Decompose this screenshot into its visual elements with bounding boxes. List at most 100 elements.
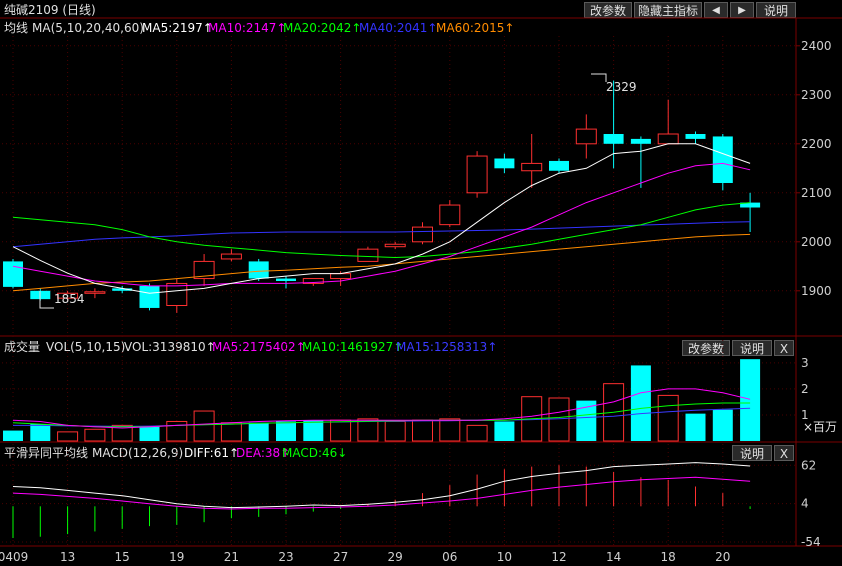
ma5-legend: MA5:2197↑ — [142, 21, 213, 35]
volume-ma10-line — [12, 402, 751, 428]
candle-body-down — [139, 285, 160, 308]
x-axis-label: 18 — [661, 550, 676, 564]
x-axis-label: 29 — [388, 550, 403, 564]
price-tick-label: 2100 — [801, 186, 832, 200]
x-axis-label: 12 — [551, 550, 566, 564]
volume-bar-down — [576, 400, 597, 441]
ma10-legend: MA10:2147↑ — [208, 21, 287, 35]
candle-body-down — [494, 158, 515, 169]
macd-tick-label: 62 — [801, 458, 816, 472]
volume-bar-down — [494, 421, 515, 441]
volume-bar-up — [57, 431, 79, 442]
volume-bar-up — [384, 420, 406, 442]
volume-bar-down — [740, 359, 761, 441]
volume-adjust-params-button[interactable]: 改参数 — [682, 340, 730, 356]
macd-tick-label: -54 — [801, 535, 821, 549]
macd-hist-legend: MACD:46↓ — [282, 446, 348, 460]
candle-body-down — [603, 134, 624, 144]
candle-body-up — [330, 273, 352, 280]
ma40-line — [12, 221, 751, 248]
macd-diff-line — [12, 462, 751, 509]
macd-legend-params: MACD(12,26,9) — [92, 446, 184, 460]
volume-close-button[interactable]: X — [774, 340, 794, 356]
ma60-line — [12, 233, 751, 292]
candle-body-up — [220, 253, 242, 260]
x-axis-label: 27 — [333, 550, 348, 564]
candle-body-down — [112, 288, 133, 291]
volume-bar-down — [303, 420, 324, 441]
volume-unit-label: ×百万 — [803, 420, 837, 434]
macd-help-button[interactable]: 说明 — [732, 445, 772, 461]
macd-diff-legend: DIFF:61↑ — [184, 446, 240, 460]
volume-bar-down — [712, 409, 733, 441]
candle-body-down — [712, 136, 733, 183]
candle-body-up — [575, 128, 597, 145]
price-tick-label: 2400 — [801, 39, 832, 53]
volume-bar-up — [657, 394, 679, 442]
volume-tick-label: 2 — [801, 382, 809, 396]
volume-bars — [3, 359, 761, 442]
volume-bar-down — [30, 424, 51, 441]
candle-body-up — [412, 226, 433, 243]
volume-bar-up — [439, 418, 461, 442]
candle-body-up — [521, 162, 543, 172]
volume-legend-params: VOL(5,10,15) — [46, 340, 126, 354]
volume-legend-prefix: 成交量 — [4, 340, 41, 354]
candle-body-down — [740, 202, 761, 208]
macd-histogram — [12, 462, 751, 539]
ma10-line — [12, 162, 751, 287]
candle-body-up — [384, 243, 406, 248]
x-axis-label: 23 — [278, 550, 293, 564]
price-tick-label: 2300 — [801, 88, 832, 102]
x-axis-label: 21 — [224, 550, 239, 564]
ma40-legend: MA40:2041↑ — [359, 21, 438, 35]
candle-body-up — [302, 278, 324, 284]
volume-bar-up — [330, 419, 352, 442]
candle-body-down — [549, 160, 569, 171]
high-price-leader-line — [591, 73, 607, 82]
volume-bar-up — [111, 424, 133, 442]
low-price-annotation: 1854 — [54, 292, 85, 306]
volume-bar-up — [412, 419, 433, 442]
volume-bar-up — [357, 418, 379, 442]
x-axis-label: 0409 — [0, 550, 28, 564]
x-axis-label: 20 — [715, 550, 730, 564]
price-tick-label: 1900 — [801, 284, 832, 298]
volume-ma5-line — [12, 388, 751, 429]
vol-ma15-legend: MA15:1258313↑ — [396, 340, 498, 354]
low-price-leader-line — [39, 291, 54, 309]
ma60-legend: MA60:2015↑ — [436, 21, 515, 35]
macd-legend-prefix: 平滑异同平均线 — [4, 446, 89, 460]
candle-body-up — [466, 155, 488, 194]
vol-value-legend: VOL:3139810↑ — [124, 340, 216, 354]
macd-dea-line — [12, 476, 751, 510]
volume-help-button[interactable]: 说明 — [732, 340, 772, 356]
volume-bar-up — [193, 410, 215, 442]
x-axis-label: 19 — [169, 550, 184, 564]
volume-bar-down — [248, 422, 269, 441]
candle-body-down — [630, 138, 651, 144]
price-tick-label: 2200 — [801, 137, 832, 151]
ma20-legend: MA20:2042↑ — [283, 21, 362, 35]
candle-body-down — [3, 261, 23, 287]
volume-bar-up — [166, 420, 188, 442]
price-moving-averages — [12, 143, 751, 294]
volume-bar-down — [685, 413, 706, 441]
macd-close-button[interactable]: X — [774, 445, 794, 461]
price-candles — [3, 80, 761, 313]
macd-dea-legend: DEA:38↑ — [236, 446, 291, 460]
volume-tick-label: 3 — [801, 356, 809, 370]
ma5-line — [12, 143, 751, 294]
price-legend-prefix: 均线 — [4, 21, 29, 35]
vol-ma5-legend: MA5:2175402↑ — [212, 340, 306, 354]
vol-ma10-legend: MA10:1461927↑ — [302, 340, 404, 354]
high-price-annotation: 2329 — [606, 80, 637, 94]
volume-tick-label: 1 — [801, 408, 809, 422]
volume-bar-down — [3, 430, 23, 441]
ma20-line — [12, 202, 751, 259]
volume-bar-up — [220, 422, 242, 442]
candle-body-up — [193, 260, 215, 280]
volume-bar-down — [276, 421, 296, 441]
